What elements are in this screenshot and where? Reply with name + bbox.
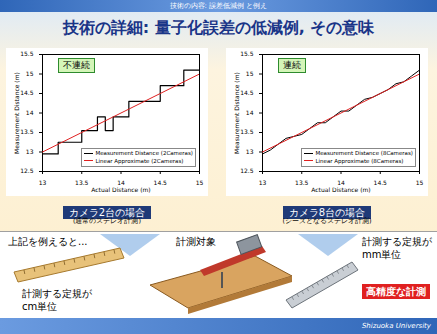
svg-text:15: 15 [196, 179, 204, 186]
svg-text:14.5: 14.5 [240, 89, 254, 96]
html-text:(通常のステレオ計測): (通常のステレオ計測) [73, 217, 141, 225]
svg-text:Actual Distance (m): Actual Distance (m) [311, 186, 370, 193]
html-text:技術の内容: 誤差低減例 と例え: 技術の内容: 誤差低減例 と例え [169, 2, 268, 10]
html-text:mm単位: mm単位 [362, 249, 402, 260]
html-text:Linear Approximate (2Cameras): Linear Approximate (2Cameras) [95, 157, 184, 164]
svg-text:13: 13 [246, 148, 254, 155]
html-text:不連続: 不連続 [63, 60, 90, 70]
html-text:Measurement Distance (8Cameras: Measurement Distance (8Cameras) [315, 150, 413, 156]
svg-text:13.5: 13.5 [20, 128, 34, 135]
svg-text:15: 15 [246, 70, 254, 77]
html-text:連続: 連続 [283, 60, 301, 70]
html-text:カメラ2台の場合: カメラ2台の場合 [68, 207, 146, 218]
svg-text:13.5: 13.5 [240, 128, 254, 135]
html-text:上記を例えると...: 上記を例えると... [8, 236, 88, 247]
svg-text:12.5: 12.5 [240, 167, 254, 174]
svg-text:15: 15 [26, 70, 34, 77]
html-text:高精度な計測: 高精度な計測 [366, 286, 426, 297]
svg-text:13: 13 [259, 179, 267, 186]
svg-text:13: 13 [39, 179, 47, 186]
svg-text:15.5: 15.5 [20, 50, 34, 57]
svg-text:15: 15 [416, 179, 424, 186]
html-text:Measurement Distance (2Cameras: Measurement Distance (2Cameras) [95, 150, 193, 156]
svg-text:15.5: 15.5 [240, 50, 254, 57]
html-text:計測対象: 計測対象 [176, 236, 216, 247]
html-text:カメラ8台の場合: カメラ8台の場合 [288, 207, 366, 218]
svg-text:Measurement Distance (m): Measurement Distance (m) [13, 72, 20, 154]
html-text:技術の詳細: 量子化誤差の低減例, その意味: 技術の詳細: 量子化誤差の低減例, その意味 [62, 18, 375, 37]
html-text:Shizuoka University: Shizuoka University [361, 322, 431, 330]
svg-text:12.5: 12.5 [20, 167, 34, 174]
svg-text:13: 13 [26, 148, 34, 155]
html-text:計測する定規が: 計測する定規が [362, 236, 432, 247]
svg-text:Actual Distance (m): Actual Distance (m) [91, 186, 150, 193]
svg-text:14.5: 14.5 [20, 89, 34, 96]
svg-text:Measurement Distance (m): Measurement Distance (m) [233, 72, 240, 154]
svg-text:13.5: 13.5 [75, 179, 89, 186]
svg-text:14.5: 14.5 [154, 179, 168, 186]
svg-text:13.5: 13.5 [295, 179, 309, 186]
html-text:cm単位: cm単位 [22, 301, 58, 312]
html-text:Linear Approximate (8Cameras): Linear Approximate (8Cameras) [315, 157, 404, 164]
svg-text:14: 14 [26, 109, 34, 116]
html-text:(シーズとなるステレオ計測): (シーズとなるステレオ計測) [282, 217, 372, 225]
svg-text:14: 14 [337, 178, 345, 186]
svg-text:14.5: 14.5 [374, 179, 388, 186]
svg-text:14: 14 [117, 178, 125, 186]
html-text:計測する定規が: 計測する定規が [22, 288, 92, 299]
svg-text:14: 14 [246, 109, 254, 116]
